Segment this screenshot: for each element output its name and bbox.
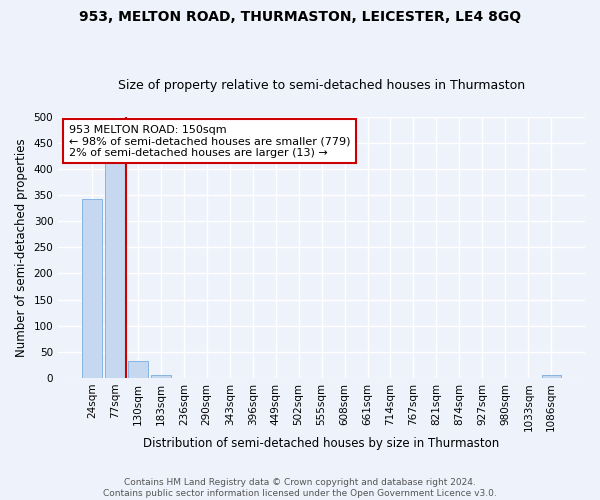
Text: 953, MELTON ROAD, THURMASTON, LEICESTER, LE4 8GQ: 953, MELTON ROAD, THURMASTON, LEICESTER,… (79, 10, 521, 24)
Text: 953 MELTON ROAD: 150sqm
← 98% of semi-detached houses are smaller (779)
2% of se: 953 MELTON ROAD: 150sqm ← 98% of semi-de… (69, 124, 350, 158)
X-axis label: Distribution of semi-detached houses by size in Thurmaston: Distribution of semi-detached houses by … (143, 437, 500, 450)
Bar (542, 376, 561, 378)
Text: Contains HM Land Registry data © Crown copyright and database right 2024.
Contai: Contains HM Land Registry data © Crown c… (103, 478, 497, 498)
Bar (105, 160, 125, 378)
Bar (82, 200, 101, 378)
Bar (151, 375, 170, 378)
Title: Size of property relative to semi-detached houses in Thurmaston: Size of property relative to semi-detach… (118, 79, 525, 92)
Bar (128, 360, 148, 378)
Y-axis label: Number of semi-detached properties: Number of semi-detached properties (15, 138, 28, 356)
